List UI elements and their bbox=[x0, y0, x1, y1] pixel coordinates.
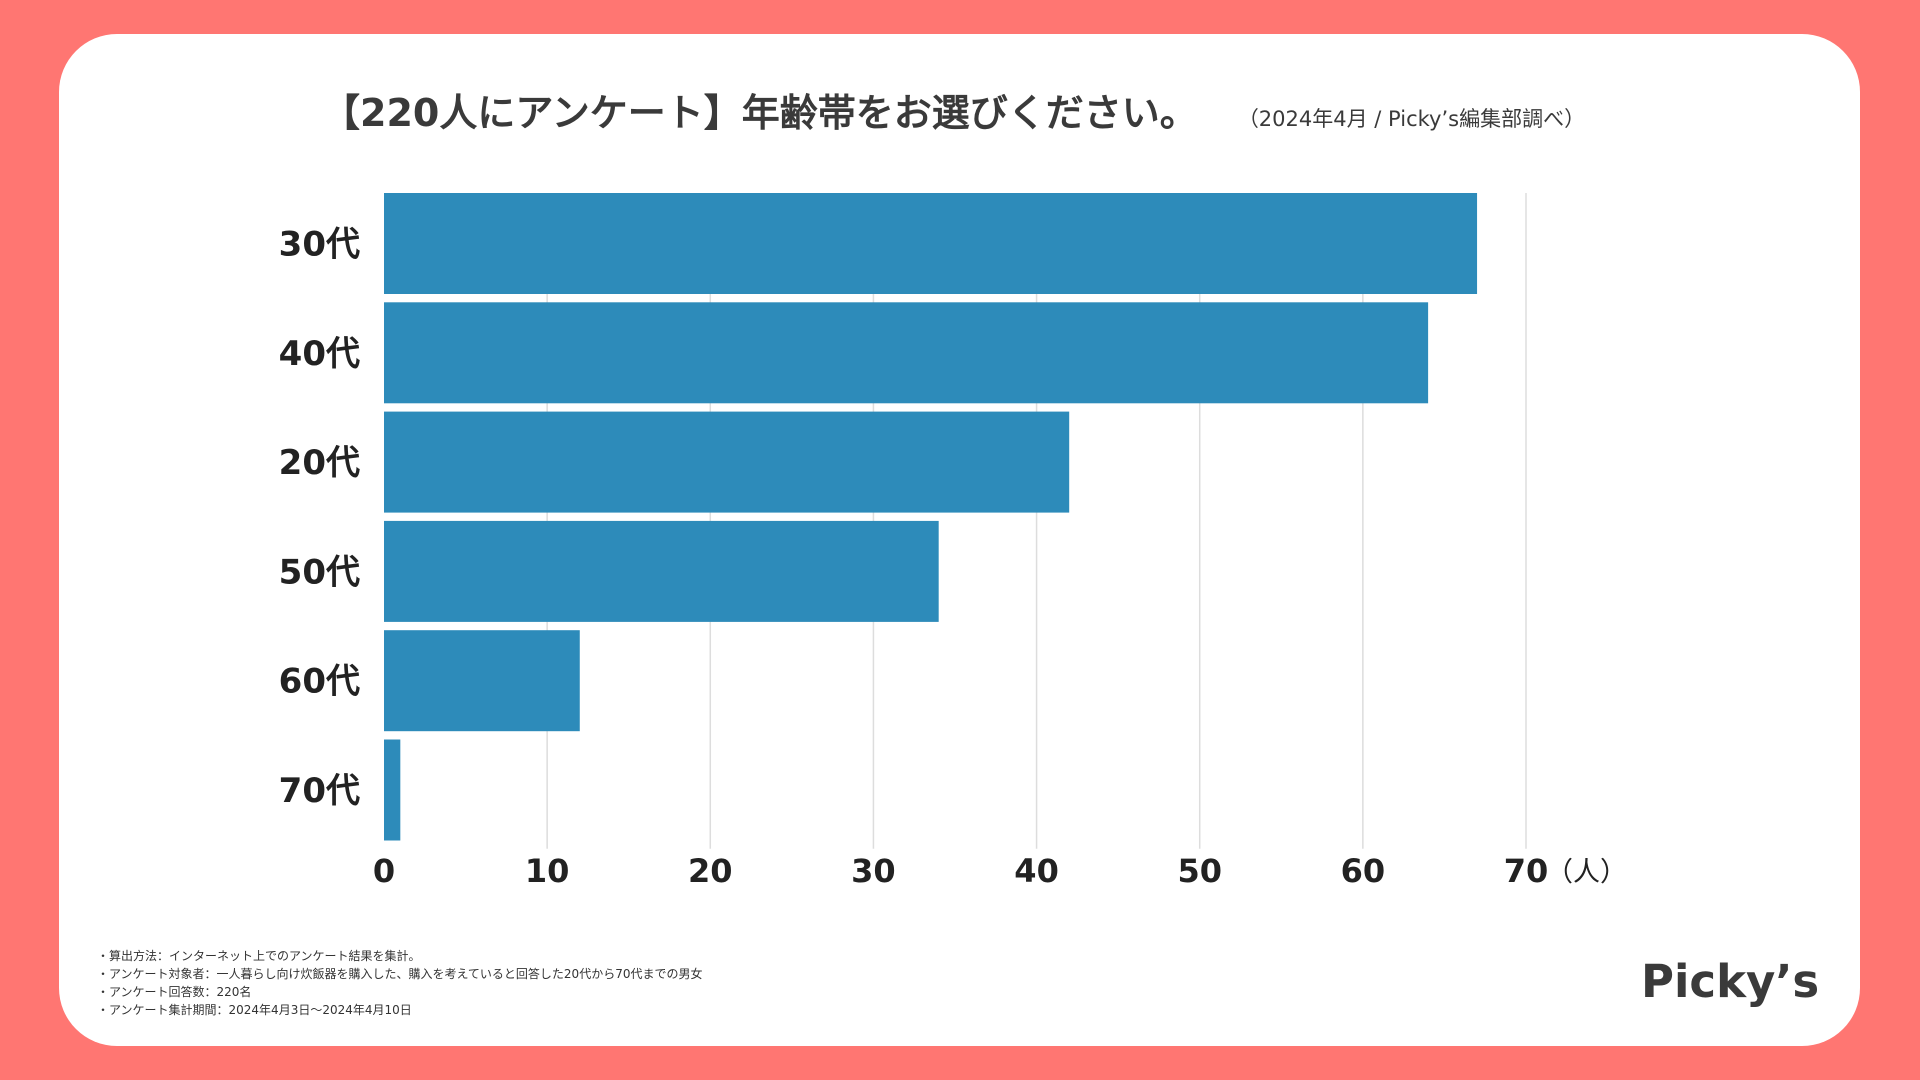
footnote-target: ・アンケート対象者：一人暮らし向け炊飯器を購入した、購入を考えていると回答した2… bbox=[97, 967, 703, 981]
chart-subtitle: （2024年4月 / Picky’s編集部調べ） bbox=[1237, 107, 1586, 131]
x-tick-label: 0 bbox=[373, 852, 395, 890]
title-row: 【220人にアンケート】年齢帯をお選びください。 （2024年4月 / Pick… bbox=[322, 82, 1585, 142]
x-tick-label: 10 bbox=[525, 852, 570, 890]
category-label: 60代 bbox=[279, 662, 360, 702]
category-label: 70代 bbox=[279, 771, 360, 811]
footnote-method: ・算出方法：インターネット上でのアンケート結果を集計。 bbox=[97, 949, 421, 963]
category-label: 50代 bbox=[279, 552, 360, 592]
x-axis-unit-label: （人） bbox=[1546, 857, 1627, 888]
bar-40代 bbox=[384, 302, 1429, 404]
x-tick-label: 50 bbox=[1177, 852, 1222, 890]
bar-50代 bbox=[384, 520, 939, 622]
x-tick-layer: 0 10 20 30 40 50 60 70 bbox=[373, 852, 1548, 890]
x-tick-label: 40 bbox=[1014, 852, 1059, 890]
bar-layer bbox=[384, 193, 1478, 841]
bar-20代 bbox=[384, 411, 1070, 513]
category-label: 40代 bbox=[279, 334, 360, 374]
category-label-layer: 30代 40代 20代 50代 60代 70代 bbox=[279, 225, 360, 812]
brand-logo: Picky’s bbox=[1641, 955, 1820, 1008]
bar-30代 bbox=[384, 193, 1478, 294]
x-tick-label: 20 bbox=[688, 852, 733, 890]
category-label: 30代 bbox=[279, 225, 360, 265]
footnote-count: ・アンケート回答数：220名 bbox=[97, 985, 252, 999]
footnotes: ・算出方法：インターネット上でのアンケート結果を集計。 ・アンケート対象者：一人… bbox=[97, 947, 702, 1019]
category-label: 20代 bbox=[279, 443, 360, 483]
x-tick-label: 30 bbox=[851, 852, 896, 890]
bar-60代 bbox=[384, 630, 580, 732]
chart-title: 【220人にアンケート】年齢帯をお選びください。 bbox=[322, 91, 1198, 135]
x-tick-label: 60 bbox=[1341, 852, 1386, 890]
x-tick-label: 70 bbox=[1504, 852, 1549, 890]
footnote-period: ・アンケート集計期間：2024年4月3日〜2024年4月10日 bbox=[97, 1003, 412, 1017]
bar-70代 bbox=[384, 739, 401, 841]
